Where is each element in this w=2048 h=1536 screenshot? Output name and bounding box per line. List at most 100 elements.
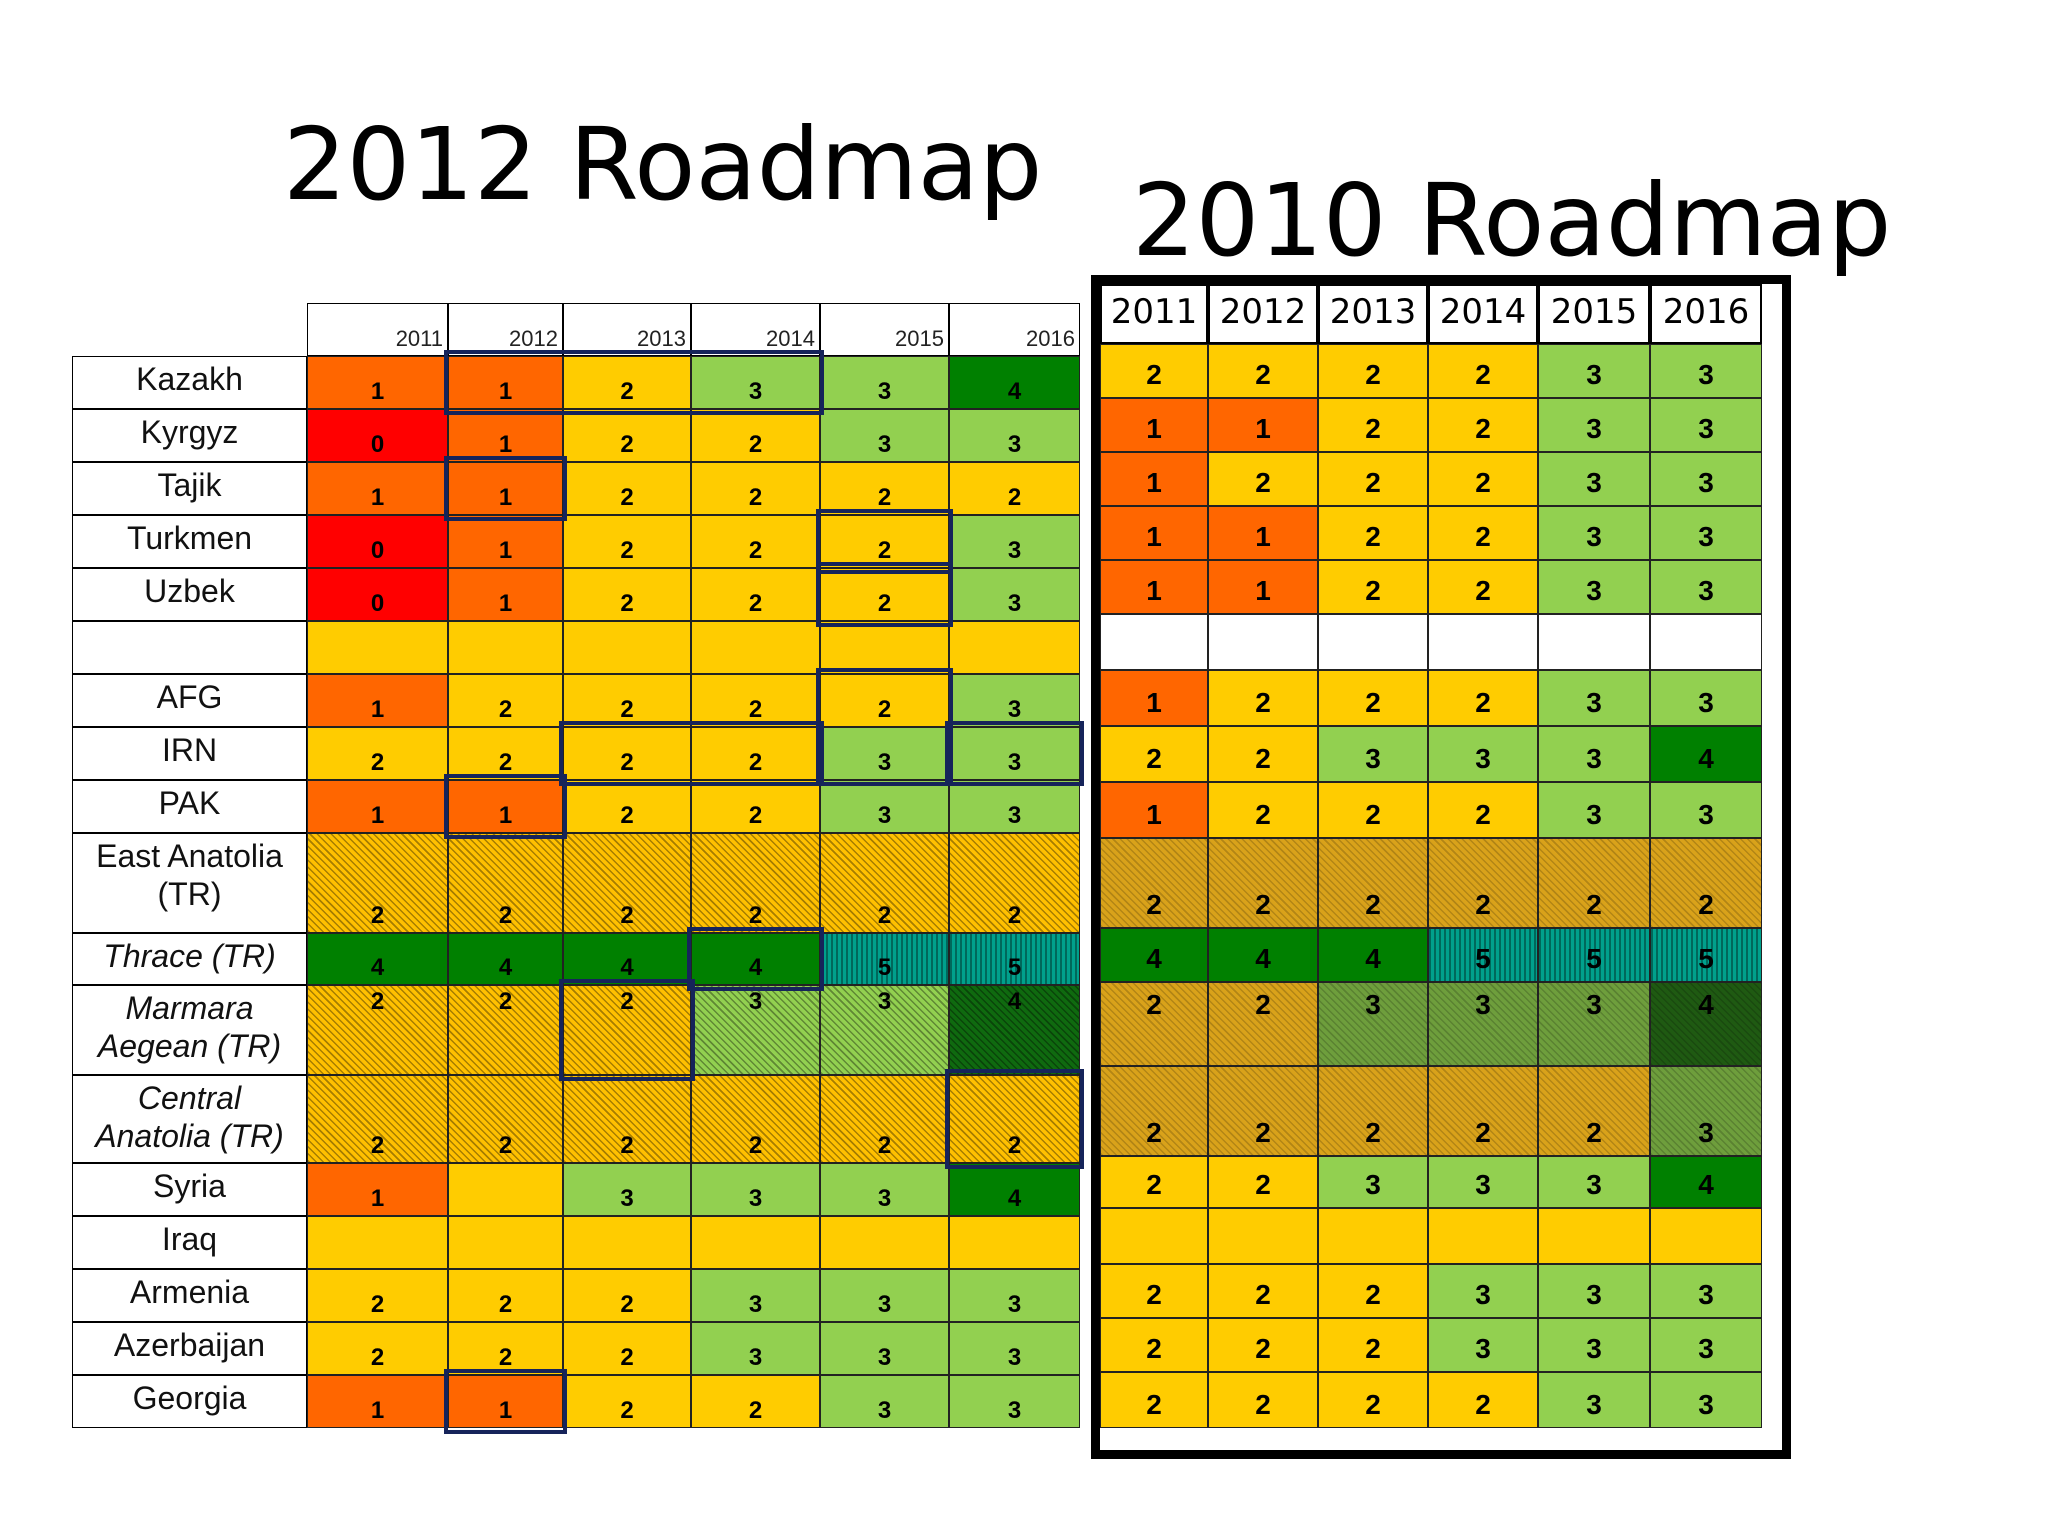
roadmap-cell: 2: [448, 727, 563, 780]
roadmap-cell: [448, 621, 563, 674]
roadmap-cell: 3: [1538, 670, 1650, 726]
roadmap-cell: 1: [1208, 560, 1318, 614]
cell-value: 3: [1698, 413, 1714, 444]
row-label: Syria: [72, 1163, 307, 1216]
roadmap-cell: 2: [1428, 838, 1538, 928]
roadmap-cell: [949, 1216, 1080, 1269]
cell-value: 2: [1475, 359, 1491, 390]
roadmap-cell: 2: [563, 985, 691, 1075]
roadmap-cell: 4: [1650, 726, 1762, 782]
cell-value: 2: [1475, 889, 1491, 920]
cell-value: 2: [748, 749, 763, 776]
roadmap-cell: 3: [1428, 726, 1538, 782]
cell-value: 2: [620, 1291, 634, 1318]
cell-value: 3: [1586, 1169, 1602, 1200]
cell-value: 3: [1365, 1169, 1381, 1200]
roadmap-cell: 2: [307, 985, 448, 1075]
roadmap-cell: 3: [691, 985, 820, 1075]
cell-value: 1: [370, 1185, 385, 1212]
cell-value: 3: [1586, 413, 1602, 444]
row-label-line: Uzbek: [144, 573, 235, 609]
roadmap-cell: 5: [1538, 928, 1650, 982]
roadmap-cell: [1538, 614, 1650, 670]
cell-value: 3: [1698, 1389, 1714, 1420]
row-label: IRN: [72, 727, 307, 780]
cell-value: 2: [1475, 413, 1491, 444]
roadmap-cell: 2: [1208, 782, 1318, 838]
roadmap-cell: 3: [820, 409, 949, 462]
row-label-line: Georgia: [132, 1380, 247, 1416]
cell-value: 2: [620, 1344, 634, 1371]
roadmap-cell: 2: [448, 1075, 563, 1163]
cell-value: 3: [1698, 1279, 1714, 1310]
roadmap-cell: 2: [820, 515, 949, 568]
roadmap-cell: 5: [820, 933, 949, 985]
cell-value: 2: [1475, 1117, 1491, 1148]
cell-value: 3: [1365, 743, 1381, 774]
roadmap-cell: 2: [691, 409, 820, 462]
cell-value: 3: [1007, 590, 1022, 617]
roadmap-cell: 2: [563, 1322, 691, 1375]
year-header-2012: 2011: [307, 303, 448, 356]
cell-value: 2: [1255, 1389, 1271, 1420]
row-label-line: Marmara: [125, 990, 254, 1026]
row-label: Azerbaijan: [72, 1322, 307, 1375]
roadmap-cell: 5: [1428, 928, 1538, 982]
roadmap-cell: 3: [1650, 1066, 1762, 1156]
roadmap-cell: [1208, 1208, 1318, 1264]
roadmap-cell: 3: [1538, 782, 1650, 838]
cell-value: 2: [748, 431, 763, 458]
roadmap-cell: 3: [1650, 1318, 1762, 1372]
roadmap-cell: 2: [563, 356, 691, 409]
row-label: Central Anatolia (TR): [72, 1075, 307, 1163]
roadmap-cell: 2: [1100, 1066, 1208, 1156]
roadmap-cell: 3: [949, 780, 1080, 833]
cell-value: 1: [1255, 521, 1271, 552]
cell-value: 2: [1365, 1389, 1381, 1420]
roadmap-cell: 2: [1208, 1318, 1318, 1372]
roadmap-cell: 1: [448, 356, 563, 409]
cell-value: 3: [1586, 799, 1602, 830]
roadmap-cell: 2: [1100, 1156, 1208, 1208]
roadmap-cell: 1: [448, 1375, 563, 1428]
cell-value: 2: [498, 696, 513, 723]
roadmap-cell: 2: [1318, 560, 1428, 614]
cell-value: 3: [1007, 537, 1022, 564]
cell-value: 2: [620, 431, 634, 458]
roadmap-cell: 2: [448, 674, 563, 727]
roadmap-cell: 2: [949, 462, 1080, 515]
cell-value: 2: [877, 484, 892, 511]
cell-value: 2: [1365, 413, 1381, 444]
roadmap-cell: [1318, 614, 1428, 670]
cell-value: 2: [370, 1291, 385, 1318]
row-label-line: PAK: [158, 785, 221, 821]
roadmap-cell: 2: [691, 462, 820, 515]
roadmap-cell: 1: [307, 1375, 448, 1428]
roadmap-cell: 2: [1208, 1264, 1318, 1318]
cell-value: 3: [877, 1344, 892, 1371]
cell-value: 2: [498, 1344, 513, 1371]
roadmap-cell: 3: [949, 674, 1080, 727]
table-2010-frame: [1091, 275, 1791, 1459]
roadmap-cell: 2: [1318, 506, 1428, 560]
roadmap-cell: 3: [820, 1375, 949, 1428]
roadmap-cell: 2: [1100, 726, 1208, 782]
roadmap-cell: 3: [1318, 726, 1428, 782]
roadmap-cell: 3: [691, 356, 820, 409]
cell-value: 3: [1365, 989, 1381, 1020]
roadmap-cell: 1: [1100, 452, 1208, 506]
roadmap-cell: 4: [563, 933, 691, 985]
year-header-2012: 2012: [448, 303, 563, 356]
roadmap-cell: 2: [1318, 670, 1428, 726]
roadmap-cell: 3: [691, 1163, 820, 1216]
cell-value: 1: [498, 484, 513, 511]
roadmap-cell: 2: [691, 568, 820, 621]
cell-value: 3: [1586, 521, 1602, 552]
cell-value: 1: [498, 537, 513, 564]
highlight-box: [945, 721, 1084, 786]
row-label: [72, 621, 307, 674]
roadmap-cell: 1: [448, 568, 563, 621]
highlight-box: [444, 774, 567, 839]
cell-value: 3: [748, 1185, 763, 1212]
cell-value: 4: [1007, 988, 1022, 1015]
